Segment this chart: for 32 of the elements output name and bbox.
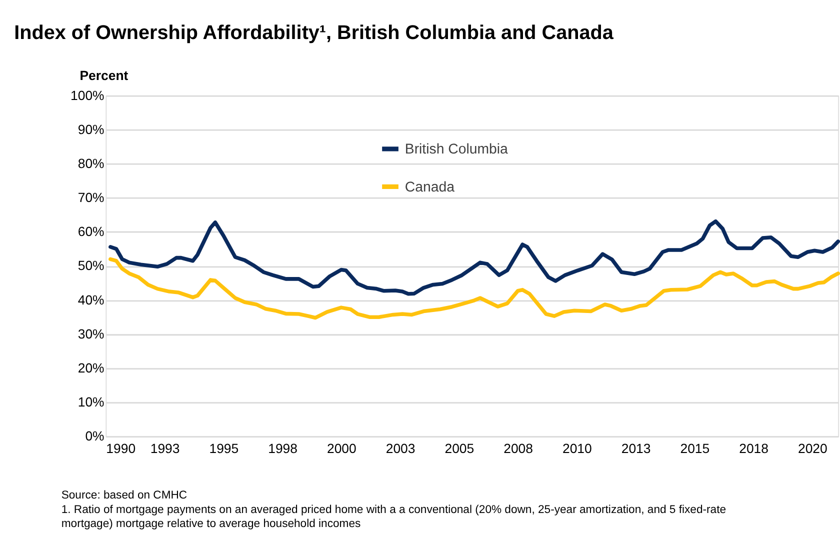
y-tick-label: 20% [78,360,105,376]
y-axis-title: Percent [80,68,129,84]
x-tick-label: 1995 [209,440,239,456]
y-tick-label: 90% [78,122,105,137]
source-note: Source: based on CMHC [61,490,188,502]
x-tick-label: 2008 [504,440,533,456]
y-tick-label: 80% [78,156,105,172]
y-tick-label: 50% [78,258,105,274]
x-tick-label: 2013 [621,440,651,456]
y-tick-label: 40% [78,292,105,308]
x-tick-label: 1998 [268,440,298,456]
legend-label: British Columbia [404,140,508,157]
y-tick-label: 60% [78,224,105,240]
chart-title: Index of Ownership Affordability¹, British Columbia and Canada [14,22,614,44]
x-tick-label: 2018 [739,440,768,456]
x-tick-label: 1990 [106,440,136,456]
x-tick-label: 2015 [680,440,710,456]
y-tick-label: 0% [85,428,105,444]
y-tick-label: 100% [70,88,105,103]
line-series [108,257,840,320]
x-tick-label: 2010 [562,440,592,456]
text: 1. Ratio of mortgage payments on an averaged priced home with a a conventional (20% down, 25-year amortization, and 5 fixed-rate mortgage) mortgage relative to average household incomes [61,504,726,530]
x-tick-label: 2003 [386,440,416,456]
x-tick-label: 2005 [444,440,474,456]
x-tick-label: 2020 [798,440,828,456]
x-tick-label: 2000 [326,440,356,456]
x-tick-label: 1993 [150,440,180,456]
line-series [108,219,840,296]
legend-label: Canada [404,178,455,194]
y-tick-label: 30% [78,326,105,342]
y-tick-label: 70% [78,190,105,206]
y-tick-label: 10% [78,394,105,410]
